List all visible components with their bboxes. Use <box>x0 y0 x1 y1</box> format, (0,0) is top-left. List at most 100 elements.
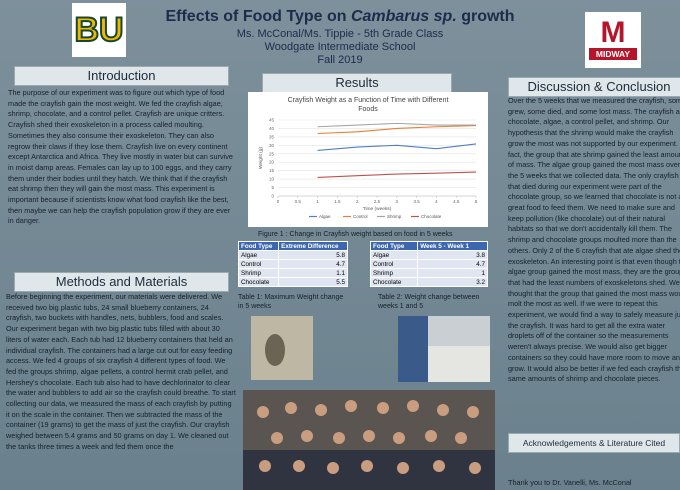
x-tick-label: 1.5 <box>334 199 341 204</box>
x-tick-label: 3.5 <box>413 199 420 204</box>
y-tick-label: 40 <box>269 126 275 131</box>
logo-text: BU <box>74 11 123 49</box>
y-axis-label: Weight (g) <box>258 147 264 169</box>
x-tick-label: 2.5 <box>374 199 381 204</box>
table-cell: 4.7 <box>417 259 488 269</box>
table-row: Shrimp 1 <box>369 268 488 278</box>
methods-text: Before beginning the experiment, our mat… <box>6 292 236 451</box>
logo-letter: M <box>601 16 626 49</box>
faces <box>257 400 481 474</box>
series-line <box>317 171 477 178</box>
section-heading: Results <box>262 73 452 93</box>
chart-title: Crayfish Weight as a Function of Time wi… <box>287 97 449 113</box>
section-heading: Acknowledgements & Literature Cited <box>508 433 680 453</box>
title-italic: Cambarus sp. <box>350 8 457 25</box>
table-caption: Table 2: Weight change between weeks 1 a… <box>378 294 480 310</box>
table-cell: 5.5 <box>278 277 348 287</box>
y-tick-label: 15 <box>269 168 275 173</box>
ack-text: Thank you to Dr. Vanelli, Ms. McConal <box>508 478 632 487</box>
series-line <box>317 143 477 151</box>
logo-band <box>589 48 637 60</box>
table-cell: 3.2 <box>417 277 488 287</box>
table-header: Food Type Extreme Difference <box>237 241 348 251</box>
table-row: Chocolate 3.2 <box>369 277 488 287</box>
legend-label: Algae <box>319 214 331 219</box>
group-photo <box>243 390 495 490</box>
y-tick-label: 10 <box>269 177 275 182</box>
photo <box>398 316 490 382</box>
section-heading: Methods and Materials <box>14 272 229 292</box>
table-row: Chocolate 5.5 <box>237 277 348 287</box>
term: Fall 2019 <box>317 54 363 66</box>
y-tick-label: 5 <box>271 185 274 190</box>
figure-caption: Figure 1 : Change in Crayfish weight bas… <box>258 231 453 238</box>
header-cell: Food Type <box>369 241 419 251</box>
photo-shape <box>428 346 490 382</box>
series-line <box>317 125 477 135</box>
table-cell: Chocolate <box>369 277 419 287</box>
table-cell: Control <box>237 259 280 269</box>
discussion-text: Over the 5 weeks that we measured the cr… <box>508 96 680 384</box>
x-tick-label: 4.5 <box>453 199 460 204</box>
y-tick-label: 20 <box>269 160 275 165</box>
subtitle: Ms. McConal/Ms. Tippie - 5th Grade Class… <box>180 28 500 67</box>
table-cell: Shrimp <box>369 268 419 278</box>
title: Effects of Food Type on Cambarus sp. gro… <box>130 8 550 26</box>
table-header: Food Type Week 5 - Week 1 <box>369 241 488 251</box>
table-caption: Table 1: Maximum Weight change in 5 week… <box>238 294 344 310</box>
table-cell: Chocolate <box>237 277 280 287</box>
header-cell: Week 5 - Week 1 <box>417 241 488 251</box>
table-cell: 1 <box>417 268 488 278</box>
x-tick-label: 0.5 <box>295 199 302 204</box>
table-row: Algae 5.8 <box>237 250 348 260</box>
x-tick-label: 4 <box>435 199 438 204</box>
y-tick-label: 25 <box>269 151 275 156</box>
x-tick-label: 0 <box>277 199 280 204</box>
y-tick-label: 0 <box>271 194 274 199</box>
y-tick-label: 35 <box>269 134 275 139</box>
x-tick-label: 3 <box>396 199 399 204</box>
x-tick-label: 1 <box>316 199 319 204</box>
table-cell: 5.8 <box>278 250 348 260</box>
chart: 0 5 10 15 20 25 30 35 40 45 0 0.5 1 1.5 2 2.5 3 3.5 4 4.5 5 T… <box>258 118 478 220</box>
photo-shape <box>398 316 428 382</box>
table-row: Control 4.7 <box>369 259 488 269</box>
photo <box>251 316 313 380</box>
header-cell: Extreme Difference <box>278 241 348 251</box>
y-tick-label: 30 <box>269 143 275 148</box>
y-tick-label: 45 <box>269 118 275 123</box>
table-row: Algae 3.8 <box>369 250 488 260</box>
x-axis-label: Time (weeks) <box>363 206 392 212</box>
logo-text: MIDWAY <box>596 49 630 59</box>
left-logo: BU <box>72 3 126 57</box>
series-line <box>317 122 476 128</box>
photo-shape <box>265 334 285 366</box>
intro-text: The purpose of our experiment was to fig… <box>8 88 233 226</box>
table-cell: 1.1 <box>278 268 348 278</box>
table-row: Control 4.7 <box>237 259 348 269</box>
section-heading: Discussion & Conclusion <box>508 77 680 97</box>
table-cell: Algae <box>369 250 419 260</box>
table-cell: Shrimp <box>237 268 280 278</box>
x-tick-label: 2 <box>356 199 359 204</box>
title-text: growth <box>456 8 515 25</box>
legend-label: Chocolate <box>421 214 442 219</box>
school: Woodgate Intermediate School <box>264 41 416 53</box>
legend-label: Shrimp <box>387 214 402 219</box>
table-row: Shrimp 1.1 <box>237 268 348 278</box>
section-heading: Introduction <box>14 66 229 86</box>
right-logo: M MIDWAY <box>585 12 641 68</box>
table: Food Type Extreme Difference Algae 5.8 Contr… <box>237 241 348 287</box>
table-cell: Control <box>369 259 419 269</box>
chart-box: Crayfish Weight as a Function of Time wi… <box>248 92 488 227</box>
authors: Ms. McConal/Ms. Tippie - 5th Grade Class <box>236 28 444 40</box>
table-cell: 4.7 <box>278 259 348 269</box>
logo-bg <box>72 3 126 57</box>
table: Food Type Week 5 - Week 1 Algae 3.8 Control 4… <box>369 241 488 287</box>
x-tick-label: 5 <box>475 199 478 204</box>
header-cell: Food Type <box>237 241 280 251</box>
table-cell: 3.8 <box>417 250 488 260</box>
table-cell: Algae <box>237 250 280 260</box>
title-text: Effects of Food Type on <box>165 8 351 25</box>
